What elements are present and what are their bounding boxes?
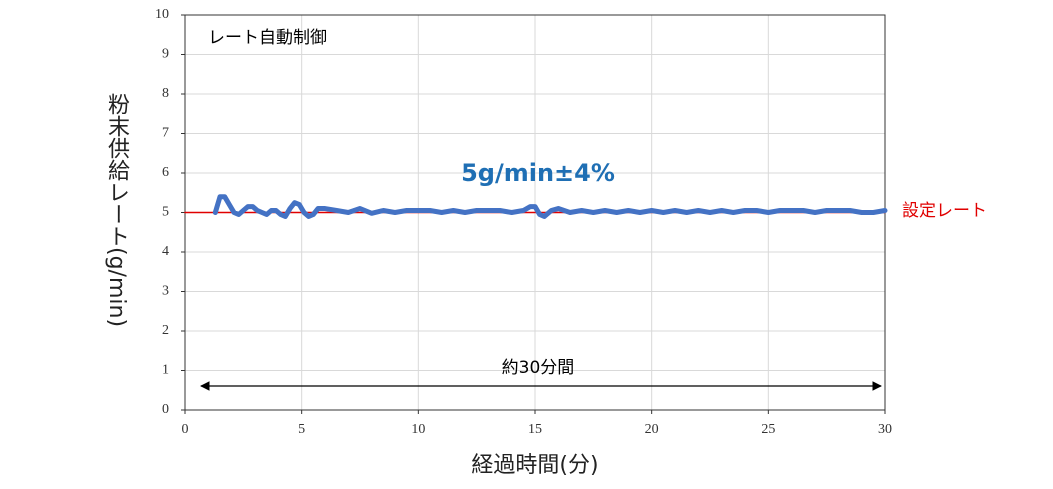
y-tick-label: 5 — [162, 205, 169, 220]
annotation: レート自動制御 — [208, 28, 327, 48]
y-tick-label: 10 — [155, 7, 169, 22]
x-tick-label: 0 — [182, 422, 189, 437]
y-tick-label: 8 — [162, 86, 169, 101]
y-tick-label: 4 — [162, 244, 169, 259]
data-line — [212, 194, 888, 219]
y-tick-label: 9 — [162, 47, 169, 62]
x-axis-label: 経過時間(分) — [471, 453, 598, 478]
y-tick-label: 1 — [162, 363, 169, 378]
y-tick-label: 7 — [162, 126, 169, 141]
x-tick-label: 10 — [411, 422, 425, 437]
x-tick-label: 5 — [298, 422, 305, 437]
y-tick-label: 6 — [162, 165, 169, 180]
y-axis-label: 粉末供給レート(g/min) — [104, 92, 129, 328]
x-tick-label: 20 — [645, 422, 659, 437]
y-tick-label: 0 — [162, 402, 169, 417]
annotation: 約30分間 — [502, 358, 575, 378]
x-tick-label: 25 — [761, 422, 775, 437]
x-tick-label: 30 — [878, 422, 892, 437]
x-tick-label: 15 — [528, 422, 542, 437]
y-tick-label: 2 — [162, 323, 169, 338]
y-tick-label: 3 — [162, 284, 169, 299]
annotation: 5g/min±4% — [461, 159, 615, 187]
series-label: 設定レート — [902, 201, 987, 221]
